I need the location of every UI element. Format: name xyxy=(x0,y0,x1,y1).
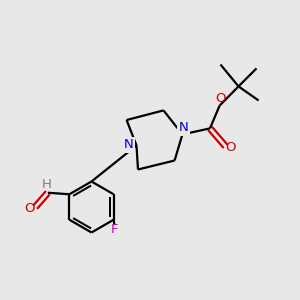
Text: H: H xyxy=(42,178,52,191)
Text: O: O xyxy=(25,202,35,215)
Text: N: N xyxy=(124,138,134,152)
Text: F: F xyxy=(110,223,118,236)
Text: O: O xyxy=(226,141,236,154)
Text: O: O xyxy=(216,92,226,106)
Text: N: N xyxy=(178,121,188,134)
